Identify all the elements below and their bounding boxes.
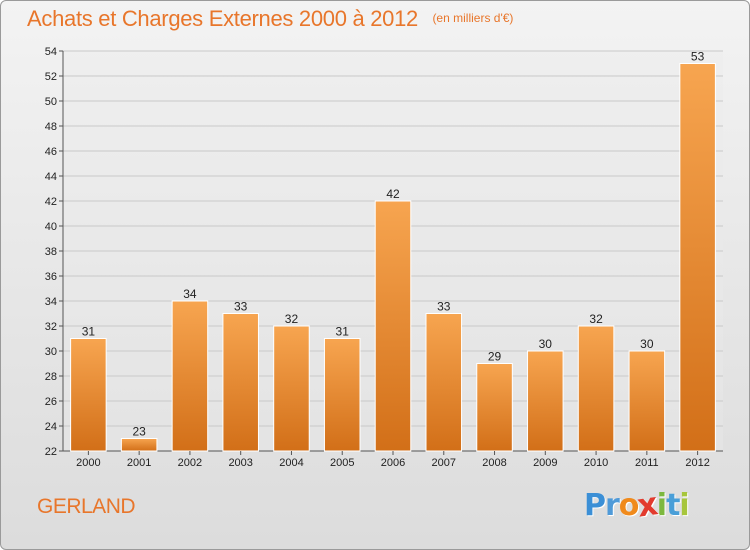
logo-letter: r [605, 488, 620, 523]
bar [171, 300, 209, 452]
y-tick-label: 42 [45, 196, 57, 208]
value-label: 23 [132, 425, 146, 439]
x-tick-label: 2011 [635, 457, 659, 469]
y-tick-label: 32 [45, 321, 57, 333]
y-tick-label: 46 [45, 146, 57, 158]
value-label: 30 [539, 337, 553, 351]
chart-title: Achats et Charges Externes 2000 à 2012 [27, 6, 418, 31]
chart-unit: (en milliers d'€) [432, 11, 514, 25]
bar [70, 338, 107, 452]
bar [323, 338, 361, 452]
y-tick-label: 54 [45, 46, 57, 58]
value-label: 33 [437, 300, 451, 314]
logo-letter: t [666, 488, 680, 523]
bar [577, 325, 615, 452]
y-tick-label: 44 [45, 171, 57, 183]
x-tick-label: 2007 [432, 457, 456, 469]
y-tick-label: 38 [45, 246, 57, 258]
bar [476, 363, 513, 452]
value-label: 31 [82, 325, 96, 339]
value-label: 29 [488, 350, 502, 364]
y-tick-label: 52 [45, 71, 57, 83]
x-tick-label: 2012 [685, 457, 709, 469]
value-label: 30 [640, 337, 654, 351]
bar [679, 63, 716, 452]
value-label: 42 [386, 187, 400, 201]
bar [120, 438, 158, 452]
y-tick-label: 50 [45, 96, 57, 108]
y-tick-label: 28 [45, 371, 57, 383]
x-tick-label: 2002 [178, 457, 202, 469]
y-tick-label: 48 [45, 121, 57, 133]
y-tick-label: 22 [45, 446, 57, 458]
value-label: 32 [285, 312, 299, 326]
value-label: 34 [183, 287, 197, 301]
x-tick-label: 2001 [127, 457, 151, 469]
chart-header: Achats et Charges Externes 2000 à 2012 (… [27, 6, 513, 32]
x-tick-label: 2009 [533, 457, 557, 469]
logo-letter: i [656, 488, 667, 523]
logo-letter: P [584, 488, 606, 523]
x-tick-label: 2003 [228, 457, 252, 469]
proxiti-logo: Proxiti [584, 486, 690, 525]
y-tick-label: 36 [45, 271, 57, 283]
bar [273, 325, 310, 452]
y-tick-label: 34 [45, 296, 57, 308]
bar [527, 350, 564, 452]
y-tick-label: 26 [45, 396, 57, 408]
bar [628, 350, 666, 452]
value-label: 32 [589, 312, 603, 326]
logo-letter: o [618, 488, 640, 523]
x-tick-label: 2010 [584, 457, 608, 469]
x-tick-label: 2006 [381, 457, 405, 469]
location-label: GERLAND [37, 495, 136, 518]
y-tick-label: 40 [45, 221, 57, 233]
x-tick-label: 2005 [330, 457, 354, 469]
value-label: 53 [691, 50, 705, 64]
bar [222, 313, 259, 452]
logo-letter: i [679, 488, 689, 523]
bar [374, 200, 412, 452]
value-label: 31 [336, 325, 350, 339]
x-tick-label: 2000 [76, 457, 100, 469]
bar [425, 313, 463, 452]
y-tick-label: 24 [45, 421, 57, 433]
x-tick-label: 2008 [482, 457, 506, 469]
value-label: 33 [234, 300, 248, 314]
y-tick-label: 30 [45, 346, 57, 358]
x-tick-label: 2004 [279, 457, 303, 469]
